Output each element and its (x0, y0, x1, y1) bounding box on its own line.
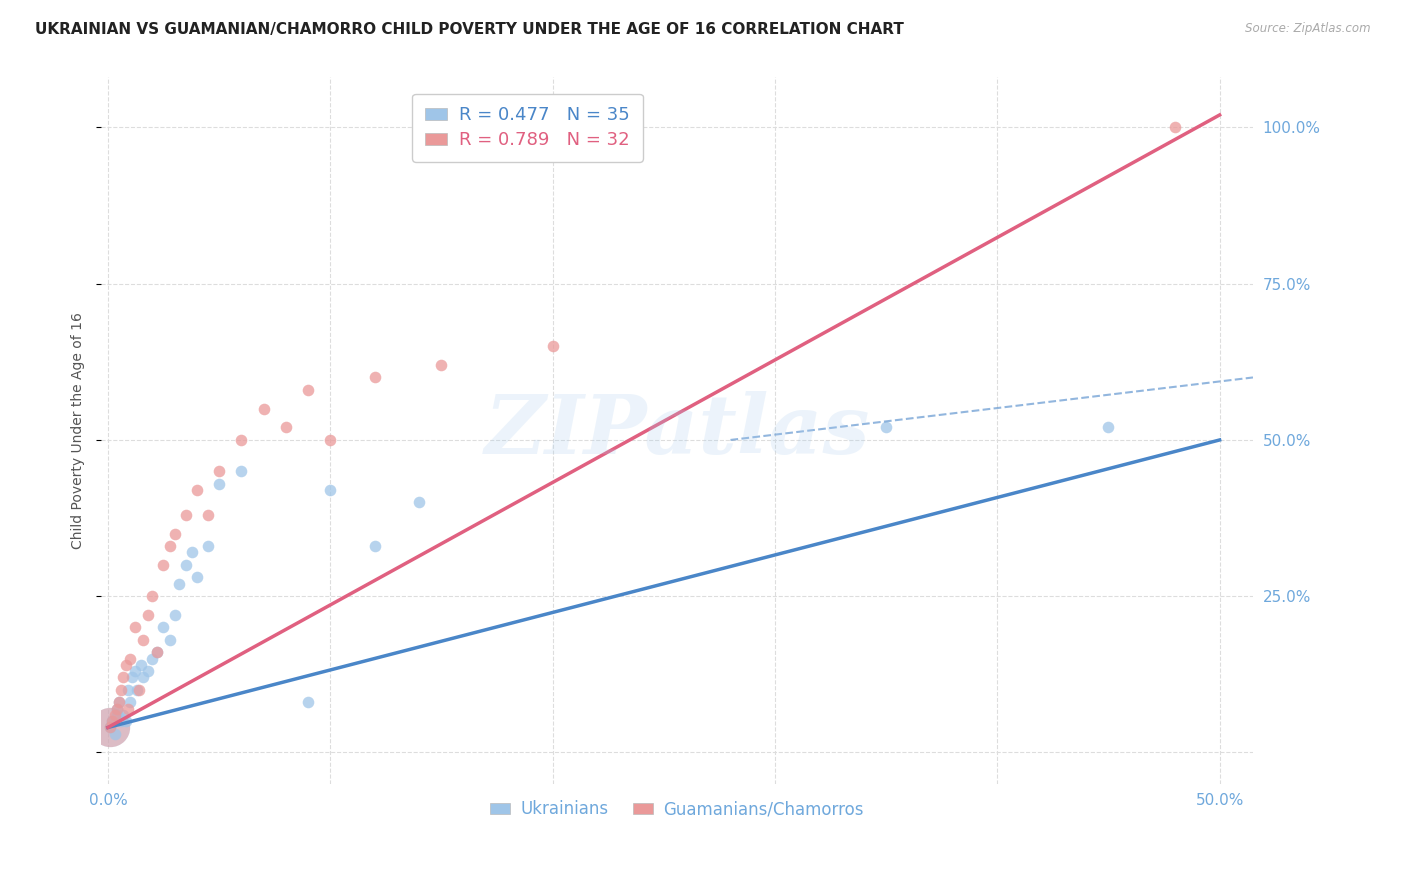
Point (1164, 120, 1187, 135)
Point (128, 683, 150, 698)
Point (141, 651, 163, 665)
Point (136, 664, 159, 678)
Point (114, 657, 136, 672)
Text: ZIPatlas: ZIPatlas (484, 391, 870, 471)
Point (231, 433, 253, 447)
Point (364, 370, 387, 384)
Point (112, 671, 135, 685)
Point (159, 632, 181, 647)
Point (98, 721, 121, 735)
Point (132, 632, 155, 647)
Point (208, 464, 231, 478)
Point (152, 558, 174, 572)
Point (103, 727, 125, 741)
Y-axis label: Child Poverty Under the Age of 16: Child Poverty Under the Age of 16 (72, 312, 86, 549)
Point (174, 558, 197, 572)
Point (108, 696, 131, 710)
Point (124, 664, 146, 678)
Point (98, 721, 121, 735)
Legend: Ukrainians, Guamanians/Chamorros: Ukrainians, Guamanians/Chamorros (484, 794, 870, 825)
Point (1097, 420, 1119, 434)
Point (152, 620, 174, 634)
Point (319, 483, 342, 497)
Point (121, 671, 143, 685)
Point (98, 721, 121, 735)
Point (875, 420, 897, 434)
Point (408, 495, 430, 509)
Point (197, 508, 219, 522)
Point (136, 607, 159, 622)
Point (430, 358, 453, 372)
Point (117, 683, 139, 698)
Point (186, 570, 208, 584)
Point (208, 476, 231, 491)
Point (129, 657, 152, 672)
Point (167, 576, 190, 591)
Point (297, 696, 319, 710)
Point (110, 683, 132, 698)
Point (101, 714, 124, 729)
Point (132, 671, 155, 685)
Point (125, 683, 148, 698)
Point (181, 545, 204, 559)
Point (108, 696, 131, 710)
Point (103, 708, 125, 723)
Point (146, 645, 169, 659)
Point (163, 526, 186, 541)
Point (186, 483, 208, 497)
Point (231, 464, 253, 478)
Point (105, 702, 128, 716)
Point (252, 401, 274, 416)
Point (541, 339, 564, 353)
Point (105, 708, 128, 723)
Point (110, 714, 132, 729)
Point (101, 714, 124, 729)
Point (105, 702, 128, 716)
Point (163, 607, 186, 622)
Point (274, 420, 297, 434)
Point (112, 708, 135, 723)
Point (120, 651, 142, 665)
Point (159, 539, 181, 553)
Point (120, 696, 142, 710)
Text: UKRAINIAN VS GUAMANIAN/CHAMORRO CHILD POVERTY UNDER THE AGE OF 16 CORRELATION CH: UKRAINIAN VS GUAMANIAN/CHAMORRO CHILD PO… (35, 22, 904, 37)
Point (297, 383, 319, 397)
Point (364, 539, 387, 553)
Point (114, 714, 136, 729)
Point (117, 702, 139, 716)
Point (141, 589, 163, 603)
Point (174, 508, 197, 522)
Point (319, 433, 342, 447)
Point (124, 620, 146, 634)
Text: Source: ZipAtlas.com: Source: ZipAtlas.com (1246, 22, 1371, 36)
Point (197, 539, 219, 553)
Point (146, 645, 169, 659)
Point (98, 721, 121, 735)
